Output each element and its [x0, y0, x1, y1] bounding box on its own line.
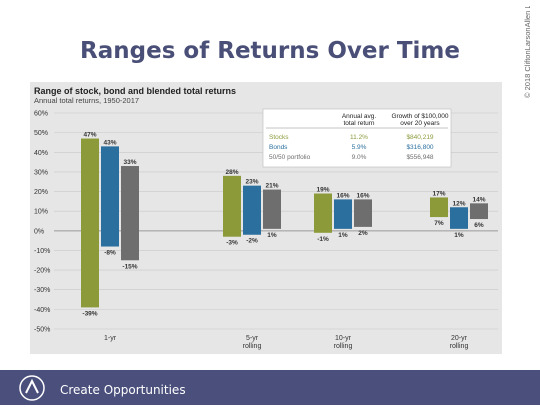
footer-tagline: Create Opportunities: [60, 383, 186, 397]
y-tick-label: 20%: [34, 189, 48, 196]
bar-bonds: [334, 199, 352, 229]
bar-low-label: 6%: [474, 222, 484, 229]
y-tick-label: 30%: [34, 169, 48, 176]
x-category-label: 10-yr: [335, 335, 352, 342]
bar-bonds: [243, 185, 261, 235]
bar-high-label: 43%: [103, 139, 116, 146]
chart-panel: Range of stock, bond and blended total r…: [30, 82, 502, 354]
x-category-label: rolling: [243, 343, 262, 350]
slide-title: Ranges of Returns Over Time: [80, 38, 460, 64]
table-cell-return: 11.2%: [350, 134, 368, 141]
y-tick-label: -30%: [34, 287, 50, 294]
table-cell-growth: $556,948: [406, 154, 433, 161]
y-tick-label: 50%: [34, 130, 48, 137]
bar-low-label: 7%: [434, 220, 444, 227]
y-tick-label: -10%: [34, 248, 50, 255]
table-row-label: 50/50 portfolio: [269, 154, 311, 161]
bar-high-label: 23%: [245, 179, 258, 186]
y-tick-label: 40%: [34, 150, 48, 157]
bar-stocks: [314, 193, 332, 233]
table-cell-return: 5.9%: [352, 144, 367, 151]
table-cell-growth: $840,219: [406, 134, 433, 141]
bar-bonds: [450, 207, 468, 229]
bar-high-label: 12%: [452, 200, 465, 207]
bar-bonds: [101, 146, 119, 247]
bar-high-label: 16%: [356, 192, 369, 199]
y-tick-label: 10%: [34, 209, 48, 216]
bar-stocks: [81, 138, 99, 308]
table-cell-growth: $316,800: [406, 144, 433, 151]
bar-low-label: -8%: [104, 250, 116, 257]
table-header: Annual avg.: [342, 113, 377, 120]
footer-bar: Create Opportunities: [0, 370, 540, 405]
table-header: total return: [343, 120, 374, 127]
bar-low-label: 1%: [267, 232, 277, 239]
svg-text:© 2018 CliftonLarsonAllen LLP: © 2018 CliftonLarsonAllen LLP: [523, 6, 532, 98]
bar-low-label: 2%: [358, 230, 368, 237]
table-header: over 20 years: [400, 120, 440, 127]
bar-50-50-portfolio: [470, 203, 488, 220]
bar-high-label: 14%: [472, 196, 485, 203]
y-tick-label: -20%: [34, 268, 50, 275]
x-category-label: 1-yr: [104, 335, 117, 342]
y-tick-label: -40%: [34, 307, 50, 314]
bar-50-50-portfolio: [121, 166, 139, 261]
y-tick-label: 60%: [34, 111, 48, 118]
bar-high-label: 21%: [265, 183, 278, 190]
bar-high-label: 19%: [316, 187, 329, 194]
bar-high-label: 28%: [225, 169, 238, 176]
table-cell-return: 9.0%: [352, 154, 367, 161]
bar-low-label: 1%: [454, 232, 464, 239]
returns-chart: Range of stock, bond and blended total r…: [34, 86, 498, 350]
copyright-notice: © 2018 CliftonLarsonAllen LLP: [520, 6, 534, 98]
bar-low-label: 1%: [338, 232, 348, 239]
chart-title: Range of stock, bond and blended total r…: [34, 86, 236, 96]
bar-low-label: -15%: [122, 263, 137, 270]
y-tick-label: 0%: [34, 228, 44, 235]
bar-stocks: [430, 197, 448, 218]
x-category-label: 5-yr: [246, 335, 259, 342]
table-row-label: Stocks: [269, 134, 289, 141]
bar-low-label: -2%: [246, 238, 258, 245]
bar-low-label: -1%: [317, 236, 329, 243]
table-header: Growth of $100,000: [391, 113, 448, 120]
x-category-label: 20-yr: [451, 335, 468, 342]
bar-stocks: [223, 175, 241, 237]
bar-high-label: 17%: [432, 190, 445, 197]
summary-table: [262, 108, 452, 168]
bar-50-50-portfolio: [263, 189, 281, 229]
table-row-label: Bonds: [269, 144, 288, 151]
chart-subtitle: Annual total returns, 1950-2017: [34, 96, 139, 105]
x-category-label: rolling: [334, 343, 353, 350]
y-tick-label: -50%: [34, 327, 50, 334]
bar-high-label: 33%: [123, 159, 136, 166]
bar-low-label: -39%: [82, 310, 97, 317]
x-category-label: rolling: [450, 343, 469, 350]
bar-high-label: 16%: [336, 192, 349, 199]
bar-50-50-portfolio: [354, 199, 372, 227]
cla-logo: [18, 374, 46, 402]
bar-low-label: -3%: [226, 240, 238, 247]
bar-high-label: 47%: [83, 132, 96, 139]
